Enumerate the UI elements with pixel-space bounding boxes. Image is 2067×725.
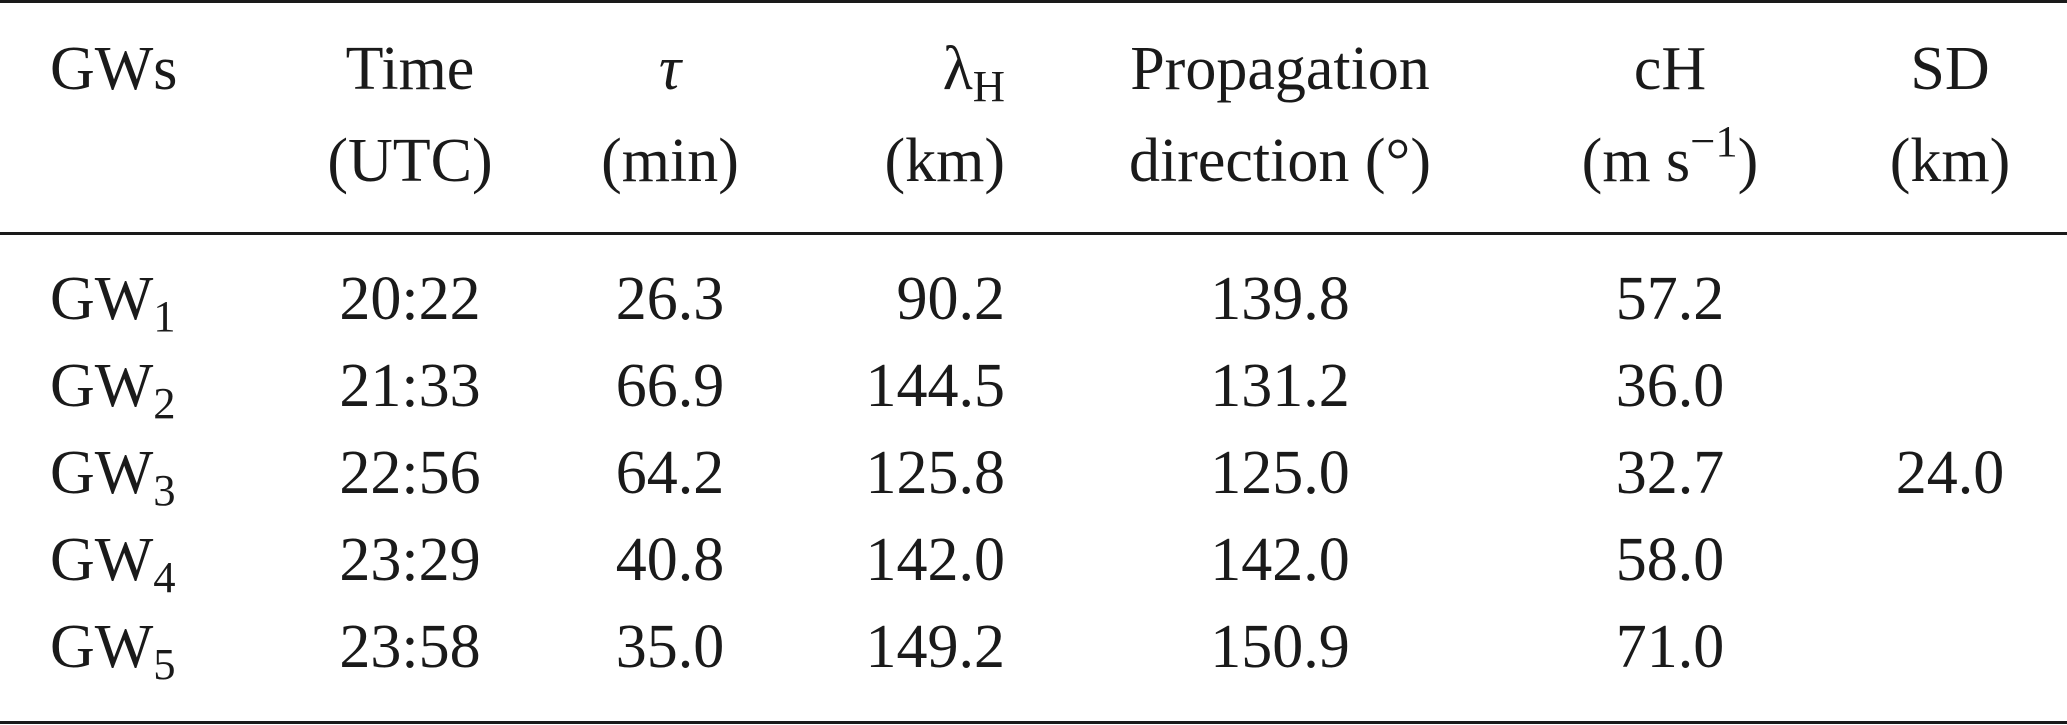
row-tau: 26.3 [615, 265, 725, 333]
row-label: GW4 [50, 526, 176, 600]
header-lambda: λH [800, 35, 1005, 109]
row-label-sub: 5 [153, 639, 176, 690]
top-rule [0, 0, 2067, 3]
header-lambda-unit: (km) [884, 127, 1005, 195]
header-rule [0, 232, 2067, 235]
row-ch: 58.0 [1615, 526, 1725, 594]
row-ch: 57.2 [1615, 265, 1725, 333]
header-time: Time [345, 35, 475, 103]
header-sd-unit: (km) [1889, 127, 2011, 195]
row-label: GW3 [50, 439, 176, 513]
row-label-base: GW [50, 613, 154, 681]
header-sd: SD [1910, 35, 1990, 103]
row-ch: 32.7 [1615, 439, 1725, 507]
row-direction: 131.2 [1210, 352, 1350, 420]
header-ch-unit-post: ) [1737, 127, 1759, 195]
header-gws: GWs [50, 35, 178, 103]
row-ch: 36.0 [1615, 352, 1725, 420]
header-lambda-symbol: λ [942, 35, 973, 103]
row-time: 23:29 [339, 526, 481, 594]
header-direction: Propagation [1130, 35, 1430, 103]
row-time: 20:22 [339, 265, 481, 333]
header-tau-unit: (min) [601, 127, 739, 195]
row-time: 22:56 [339, 439, 481, 507]
row-direction: 150.9 [1210, 613, 1350, 681]
row-tau: 35.0 [615, 613, 725, 681]
row-lambda: 142.0 [865, 526, 1006, 594]
header-tau: τ [658, 35, 682, 103]
header-time-unit: (UTC) [327, 127, 493, 195]
row-label-sub: 1 [153, 291, 176, 342]
row-tau: 64.2 [615, 439, 725, 507]
row-time: 23:58 [339, 613, 481, 681]
row-direction: 139.8 [1210, 265, 1350, 333]
row-label-base: GW [50, 526, 154, 594]
row-direction: 142.0 [1210, 526, 1350, 594]
row-direction: 125.0 [1210, 439, 1350, 507]
row-label-sub: 3 [153, 465, 176, 516]
row-lambda: 125.8 [865, 439, 1006, 507]
row-tau: 40.8 [615, 526, 725, 594]
header-direction-unit: direction (°) [1129, 127, 1431, 195]
row-label: GW2 [50, 352, 176, 426]
row-label-base: GW [50, 265, 154, 333]
header-ch-unit-pre: (m s [1581, 127, 1691, 195]
row-label-base: GW [50, 439, 154, 507]
row-label-sub: 2 [153, 378, 176, 429]
header-ch-unit: (m s−1) [1520, 119, 1820, 195]
row-tau: 66.9 [615, 352, 725, 420]
row-time: 21:33 [339, 352, 481, 420]
row-lambda: 149.2 [865, 613, 1006, 681]
row-ch: 71.0 [1615, 613, 1725, 681]
header-ch-unit-sup: −1 [1690, 116, 1738, 167]
row-label-sub: 4 [153, 552, 176, 603]
header-lambda-sub: H [972, 61, 1005, 112]
bottom-rule [0, 721, 2067, 724]
header-ch: cH [1633, 35, 1707, 103]
row-label-base: GW [50, 352, 154, 420]
row-lambda: 144.5 [865, 352, 1006, 420]
row-label: GW1 [50, 265, 176, 339]
row-lambda: 90.2 [896, 265, 1006, 333]
row-label: GW5 [50, 613, 176, 687]
sd-value: 24.0 [1895, 439, 2005, 507]
